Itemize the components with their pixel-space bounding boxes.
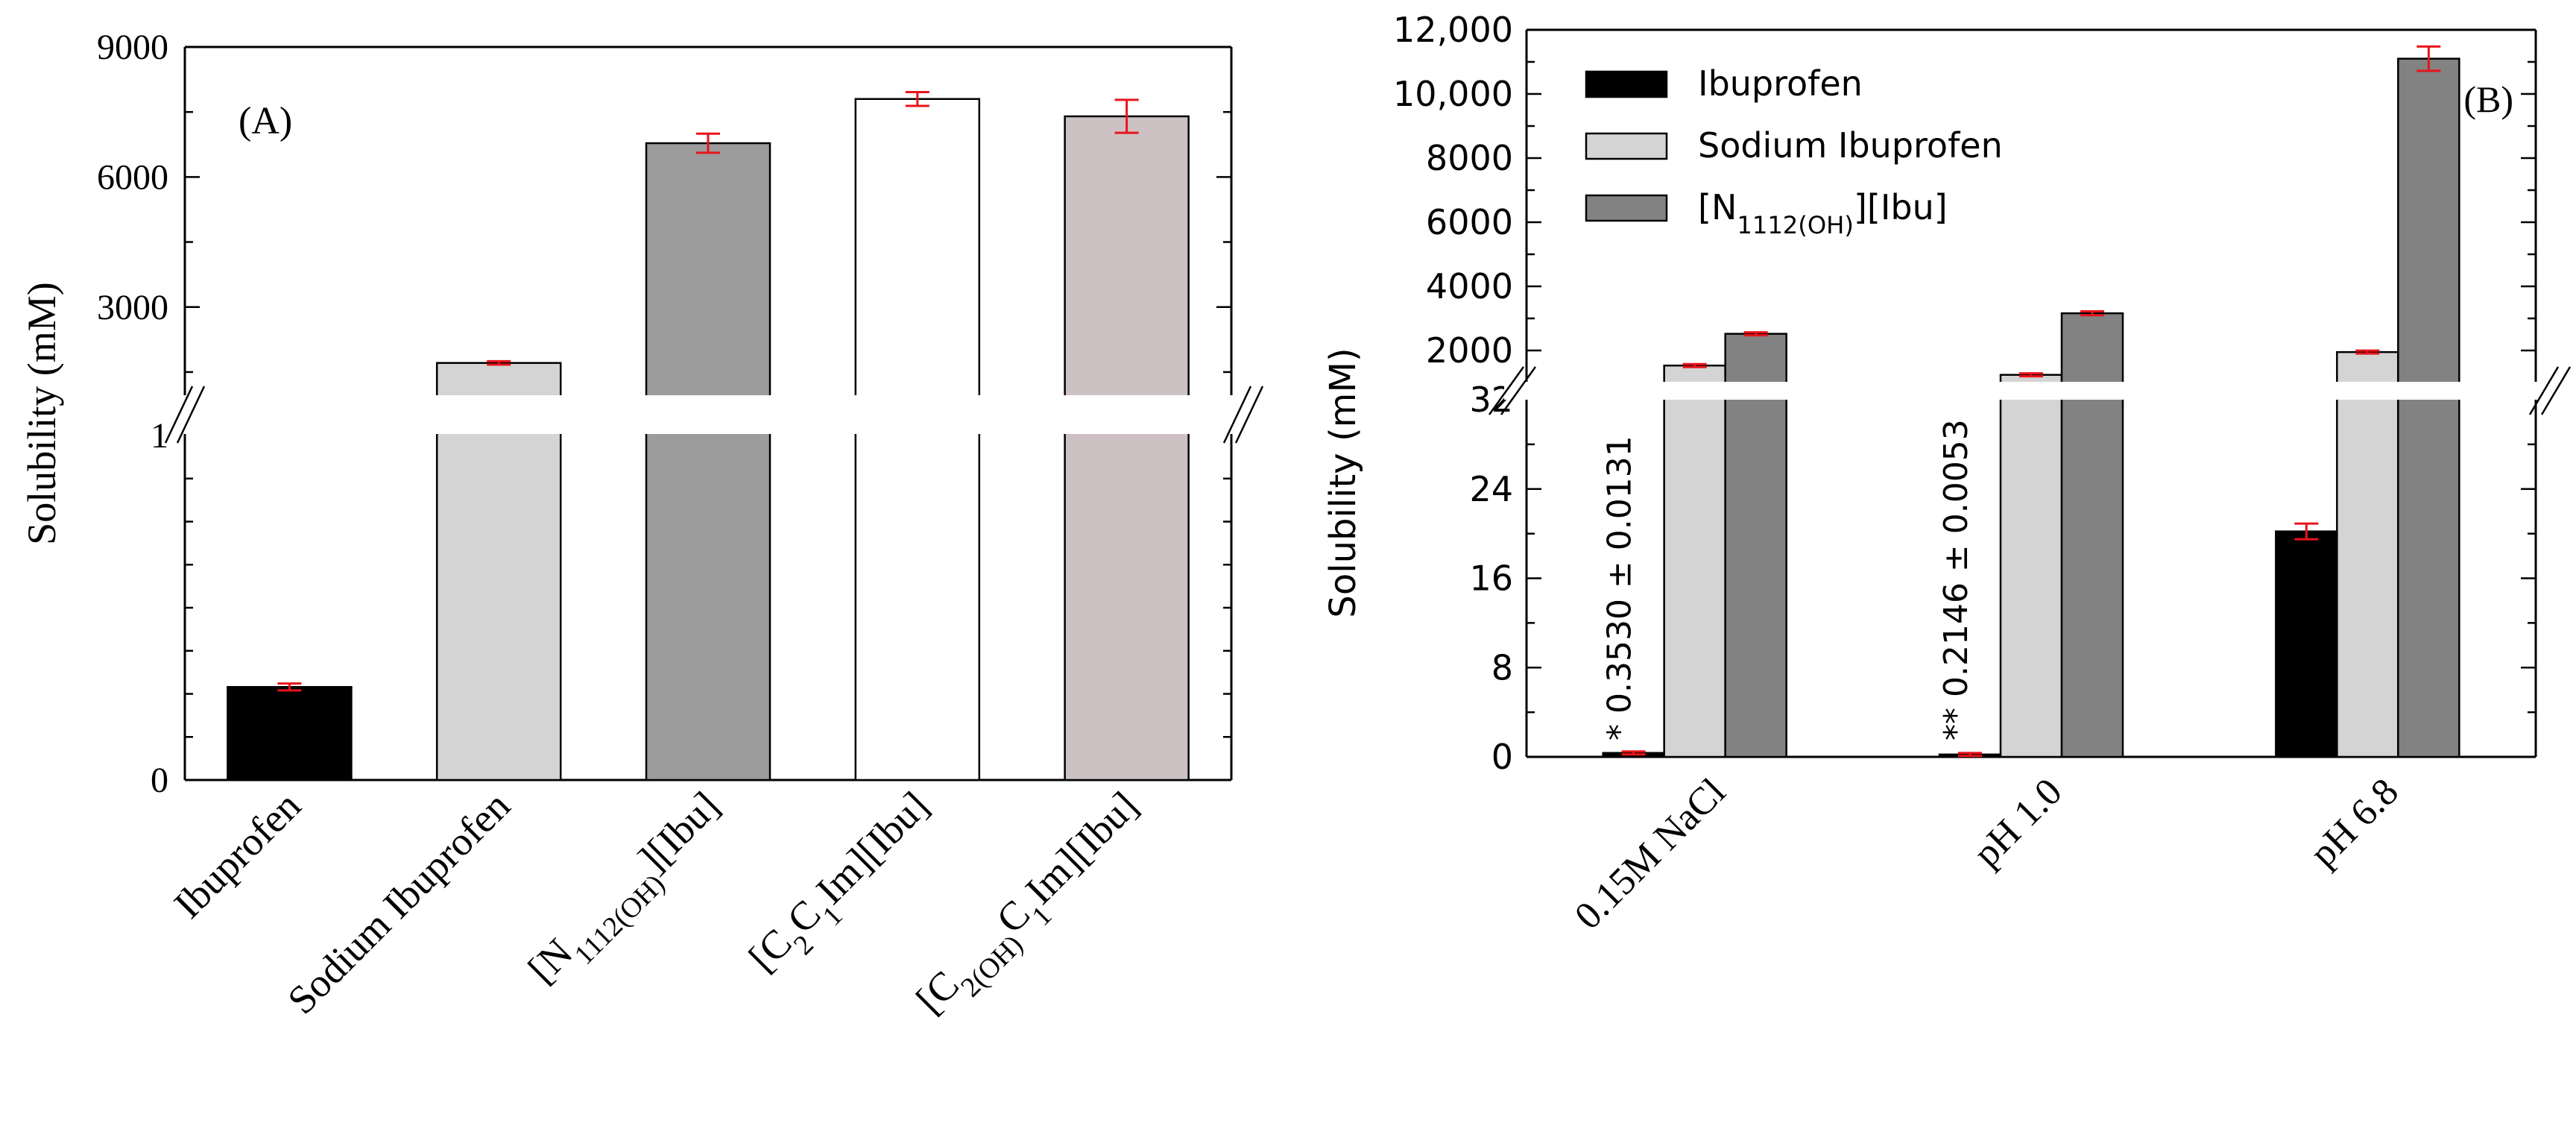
legend-label: [N1112(OH)][Ibu] (1698, 187, 1948, 239)
y-tick-label: 6000 (1426, 202, 1513, 242)
y-tick-label: 0 (151, 761, 168, 800)
break-mark (1500, 366, 1537, 415)
break-mark (1234, 386, 1264, 444)
legend-label: Sodium Ibuprofen (1698, 125, 2003, 166)
x-tick-label: pH 6.8 (2302, 770, 2406, 875)
y-tick-label: 10,000 (1393, 74, 1513, 114)
bar (854, 98, 981, 781)
legend-swatch (1585, 194, 1668, 222)
x-tick-label: [C2C1Im][Ibu] (740, 783, 947, 990)
break-mark (2540, 366, 2572, 415)
panel-label: (B) (2463, 78, 2513, 120)
legend-swatch (1585, 70, 1668, 98)
y-tick-label: 3000 (97, 288, 168, 327)
y-tick-label: 24 (1469, 469, 1513, 509)
break-mark (176, 386, 206, 444)
axis-break (1504, 382, 2558, 400)
y-tick-label: 8000 (1426, 138, 1513, 178)
y-tick-label: 2000 (1426, 330, 1513, 371)
break-mark (164, 386, 194, 444)
y-axis-label: Solubility (mM) (1322, 347, 1364, 617)
break-mark (2528, 366, 2560, 415)
x-tick-label: Ibuprofen (165, 783, 309, 927)
y-tick-label: 16 (1469, 559, 1513, 599)
annotation: * 0.3530 ± 0.0131 (1601, 435, 1639, 740)
panel-b: 200040006000800010,00012,00008162432Ibup… (1322, 10, 2572, 937)
x-tick-label: Sodium Ibuprofen (279, 783, 518, 1022)
x-tick-label: [N1112(OH)][Ibu] (520, 783, 737, 1001)
bar (1724, 333, 1787, 758)
y-tick-label: 8 (1491, 647, 1513, 688)
y-tick-label: 0 (1491, 737, 1513, 777)
y-tick-label: 9000 (97, 28, 168, 67)
bar (645, 142, 771, 781)
bar (1999, 374, 2063, 758)
bar (2336, 350, 2399, 758)
axis-break (162, 395, 1254, 434)
bar (2275, 530, 2338, 758)
break-mark (1488, 366, 1525, 415)
bar (1064, 115, 1190, 781)
bar (2397, 57, 2460, 758)
bar (227, 686, 353, 781)
y-axis-label: Solubility (mM) (19, 282, 64, 545)
panel-label: (A) (239, 100, 292, 142)
bar (1663, 364, 1726, 758)
bar (2060, 312, 2124, 758)
y-tick-label: 12,000 (1393, 10, 1513, 50)
legend-swatch (1585, 132, 1668, 160)
legend-label: Ibuprofen (1698, 63, 1863, 104)
break-mark (1222, 386, 1252, 444)
annotation: ** 0.2146 ± 0.0053 (1937, 419, 1975, 740)
y-tick-label: 4000 (1426, 266, 1513, 306)
x-tick-label: pH 1.0 (1966, 770, 2070, 875)
x-tick-label: [C2(OH)C1Im][Ibu] (907, 783, 1155, 1031)
y-tick-label: 6000 (97, 157, 168, 197)
x-tick-label: 0.15M NaCl (1567, 770, 1734, 937)
